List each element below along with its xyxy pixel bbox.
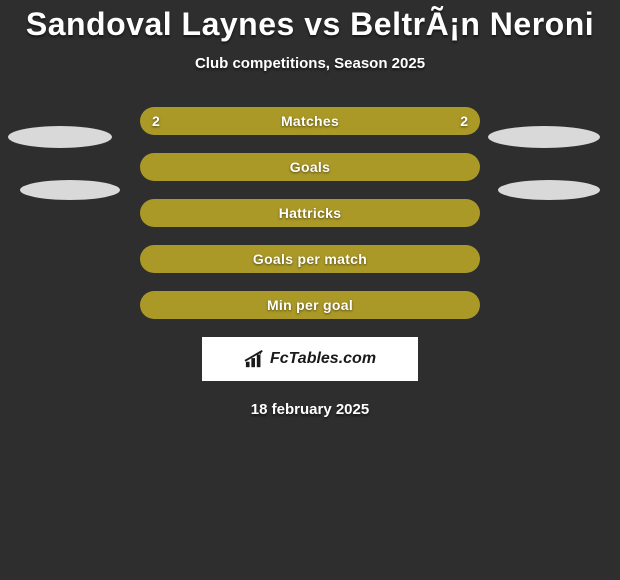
stat-row-goals: Goals [0,153,620,181]
stat-label: Min per goal [267,297,353,313]
stat-row-min-per-goal: Min per goal [0,291,620,319]
stat-label: Goals [290,159,330,175]
subtitle: Club competitions, Season 2025 [0,55,620,72]
date: 18 february 2025 [0,401,620,418]
logo-text: FcTables.com [270,350,376,368]
stat-bar: 2 Matches 2 [140,107,480,135]
bars-area: 2 Matches 2 Goals Hattricks Goals per ma… [0,107,620,319]
stat-row-goals-per-match: Goals per match [0,245,620,273]
logo-box: FcTables.com [202,337,418,381]
stat-row-hattricks: Hattricks [0,199,620,227]
stat-label: Matches [281,113,339,129]
stat-label: Goals per match [253,251,367,267]
stat-bar: Hattricks [140,199,480,227]
page-title: Sandoval Laynes vs BeltrÃ¡n Neroni [0,0,620,43]
stat-label: Hattricks [279,205,342,221]
stat-bar: Goals per match [140,245,480,273]
comparison-infographic: Sandoval Laynes vs BeltrÃ¡n Neroni Club … [0,0,620,580]
stat-value-left: 2 [152,113,160,129]
stat-value-right: 2 [460,113,468,129]
stat-bar: Min per goal [140,291,480,319]
logo: FcTables.com [244,349,376,369]
bar-chart-icon [244,349,266,369]
stat-bar: Goals [140,153,480,181]
stat-row-matches: 2 Matches 2 [0,107,620,135]
